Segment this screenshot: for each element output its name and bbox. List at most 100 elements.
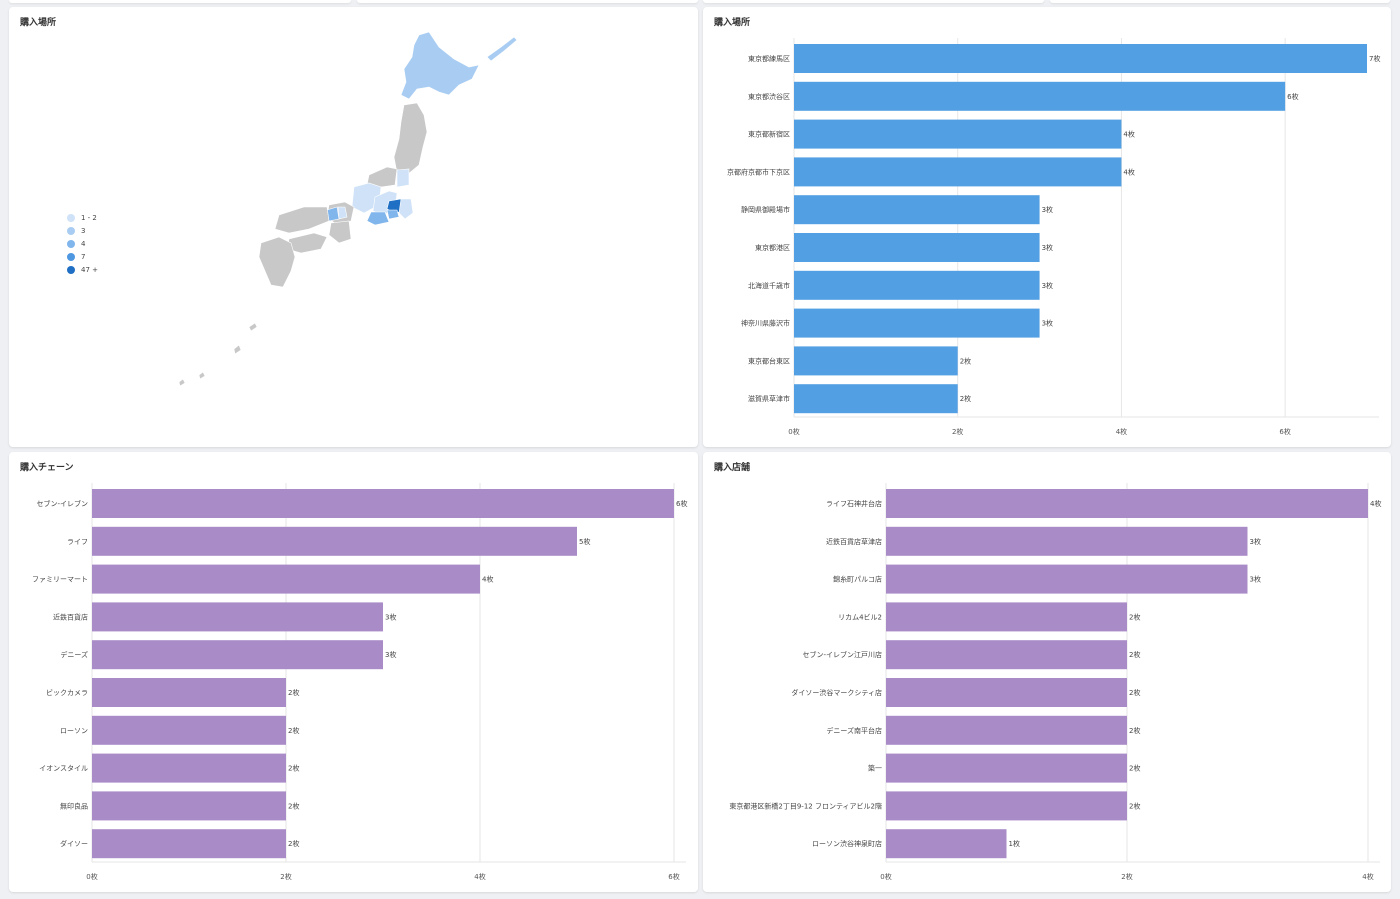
- bar[interactable]: [92, 489, 674, 518]
- top-panel-stub: [703, 0, 1044, 3]
- category-label: 築一: [868, 764, 882, 773]
- x-tick-label: 2枚: [1121, 872, 1132, 881]
- category-label: 錦糸町パルコ店: [833, 575, 882, 584]
- x-tick-label: 2枚: [952, 427, 963, 436]
- bar[interactable]: [794, 157, 1122, 187]
- category-label: 静岡県御殿場市: [741, 205, 790, 214]
- category-label: 東京都新宿区: [748, 130, 790, 139]
- map-region-shiga[interactable]: [337, 206, 348, 220]
- bar[interactable]: [886, 564, 1248, 594]
- map-region-tohoku[interactable]: [393, 102, 428, 176]
- bar[interactable]: [886, 489, 1368, 518]
- bar[interactable]: [794, 44, 1367, 73]
- bar[interactable]: [794, 119, 1122, 149]
- map-region-kansai-b[interactable]: [328, 220, 352, 244]
- legend-dot-icon: [67, 265, 75, 274]
- bar[interactable]: [92, 602, 383, 632]
- map-region-kuril[interactable]: [486, 36, 518, 62]
- map-legend-item[interactable]: 1 - 2: [67, 211, 98, 224]
- data-label: 2枚: [288, 726, 299, 735]
- japan-map[interactable]: [9, 7, 698, 447]
- map-region-kyushu[interactable]: [258, 236, 296, 288]
- data-label: 7枚: [1369, 54, 1380, 63]
- x-tick-label: 0枚: [788, 427, 799, 436]
- bar[interactable]: [92, 678, 286, 707]
- data-label: 2枚: [1129, 612, 1140, 621]
- stores-panel-title: 購入店舗: [714, 463, 751, 473]
- map-region-kanagawa[interactable]: [386, 209, 400, 220]
- map-region-islands-c[interactable]: [198, 371, 206, 380]
- bar[interactable]: [794, 81, 1286, 111]
- map-region-shizuoka[interactable]: [366, 211, 390, 226]
- bar[interactable]: [92, 564, 480, 594]
- data-label: 1枚: [1009, 839, 1020, 848]
- map-region-chugoku[interactable]: [274, 206, 330, 234]
- data-label: 6枚: [1287, 92, 1298, 101]
- map-region-chiba[interactable]: [398, 198, 414, 220]
- x-tick-label: 0枚: [880, 872, 891, 881]
- category-label: ダイソー渋谷マークシティ店: [791, 688, 882, 697]
- bar[interactable]: [886, 602, 1127, 632]
- bar[interactable]: [92, 829, 286, 859]
- bar[interactable]: [794, 233, 1040, 262]
- x-tick-label: 2枚: [280, 872, 291, 881]
- category-label: 東京都港区: [755, 243, 790, 252]
- category-label: ローソン: [60, 727, 88, 735]
- bar[interactable]: [92, 640, 383, 670]
- category-label: 近鉄百貨店草津店: [826, 537, 882, 546]
- top-panel-stub: [9, 0, 351, 3]
- category-label: 神奈川県藤沢市: [741, 319, 790, 328]
- map-legend-label: 3: [81, 226, 86, 235]
- category-label: デニーズ: [60, 650, 88, 659]
- data-label: 3枚: [1042, 319, 1053, 328]
- map-region-islands-d[interactable]: [178, 378, 186, 387]
- map-legend-item[interactable]: 7: [67, 250, 98, 263]
- data-label: 3枚: [1042, 205, 1053, 214]
- bar[interactable]: [794, 346, 958, 376]
- legend-dot-icon: [67, 239, 75, 248]
- bar[interactable]: [886, 678, 1127, 707]
- category-label: 滋賀県草津市: [748, 394, 790, 403]
- bar[interactable]: [886, 715, 1127, 745]
- bar[interactable]: [886, 640, 1127, 670]
- bar[interactable]: [794, 195, 1040, 225]
- bar[interactable]: [92, 526, 577, 556]
- category-label: 東京都渋谷区: [748, 92, 790, 101]
- bar[interactable]: [794, 308, 1040, 338]
- data-label: 3枚: [385, 650, 396, 659]
- map-legend-item[interactable]: 4: [67, 237, 98, 250]
- category-label: ファミリーマート: [32, 576, 88, 584]
- map-region-fukushima[interactable]: [396, 168, 410, 188]
- category-label: ビックカメラ: [46, 688, 88, 697]
- legend-dot-icon: [67, 226, 75, 235]
- map-region-islands-a[interactable]: [248, 322, 258, 332]
- category-label: セブン-イレブン: [36, 499, 88, 508]
- map-legend-item[interactable]: 47 +: [67, 263, 98, 276]
- data-label: 2枚: [1129, 726, 1140, 735]
- places-panel: 購入場所 0枚 2枚 4枚 6枚 東京都練馬区 7枚 東京都渋谷区 6枚 東京都新宿区 4枚 京都府…: [703, 7, 1391, 447]
- bar[interactable]: [886, 526, 1248, 556]
- bar[interactable]: [92, 791, 286, 821]
- category-label: ダイソー: [60, 839, 88, 848]
- map-region-hokkaido[interactable]: [400, 31, 480, 100]
- chains-panel: 購入チェーン 0枚 2枚 4枚 6枚 セブン-イレブン 6枚 ライフ 5枚 ファミリーマート 4枚…: [9, 452, 698, 892]
- x-tick-label: 6枚: [1279, 427, 1290, 436]
- map-legend-item[interactable]: 3: [67, 224, 98, 237]
- bar[interactable]: [794, 384, 958, 414]
- category-label: 東京都港区新橋2丁目9-12 フロンティアビル2階: [729, 801, 882, 810]
- bar[interactable]: [794, 270, 1040, 300]
- bar[interactable]: [886, 791, 1127, 821]
- map-region-islands-b[interactable]: [233, 344, 242, 355]
- bar[interactable]: [92, 715, 286, 745]
- bar[interactable]: [886, 753, 1127, 783]
- data-label: 2枚: [960, 356, 971, 365]
- category-label: 東京都台東区: [748, 356, 790, 365]
- data-label: 2枚: [288, 688, 299, 697]
- bar[interactable]: [92, 753, 286, 783]
- category-label: ローソン渋谷神泉町店: [812, 839, 882, 848]
- category-label: デニーズ南平台店: [826, 726, 882, 735]
- data-label: 2枚: [288, 764, 299, 773]
- bar[interactable]: [886, 829, 1007, 859]
- x-tick-label: 6枚: [668, 872, 679, 881]
